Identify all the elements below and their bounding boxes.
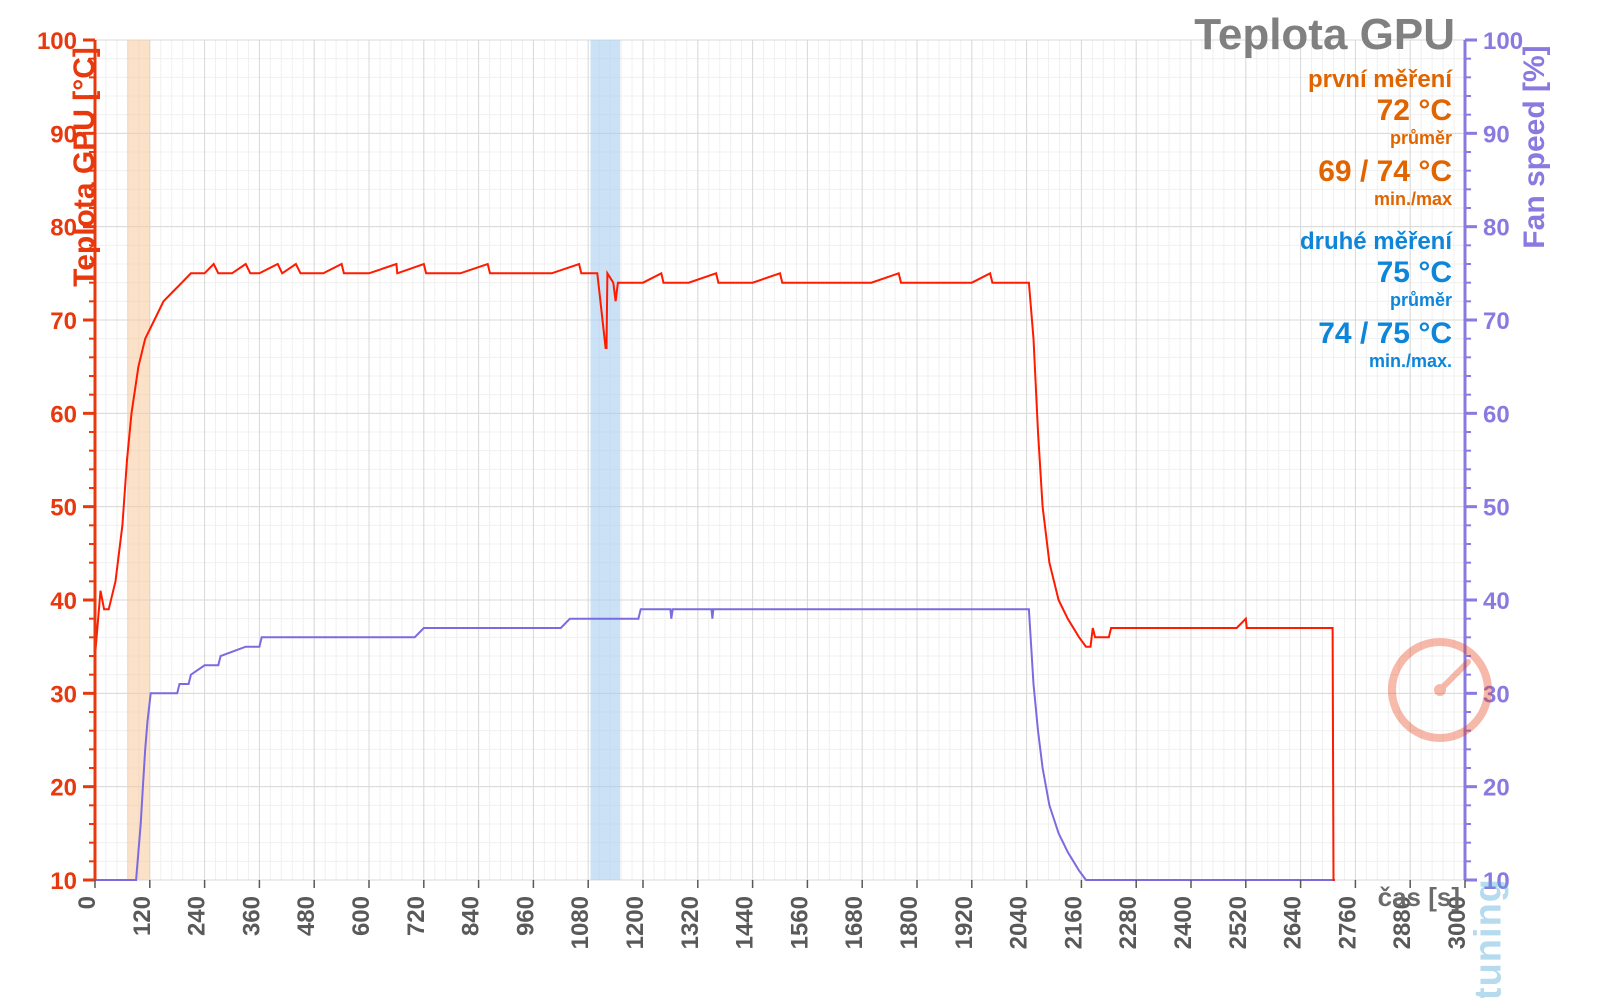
- y-left-axis-label: Teplota GPU [°C]: [68, 7, 102, 327]
- annot2-avg: 75 °C: [1192, 256, 1452, 291]
- svg-text:2640: 2640: [1280, 896, 1307, 949]
- svg-text:360: 360: [238, 896, 265, 936]
- svg-text:1080: 1080: [567, 896, 594, 949]
- svg-text:60: 60: [50, 401, 77, 428]
- annot1-label: první měření: [1192, 66, 1452, 94]
- annot2-avg-sub: průměr: [1192, 290, 1452, 311]
- svg-text:1440: 1440: [732, 896, 759, 949]
- annot1-range-sub: min./max: [1192, 189, 1452, 210]
- svg-text:1560: 1560: [786, 896, 813, 949]
- svg-text:50: 50: [1483, 495, 1510, 522]
- x-axis-label: čas [s]: [1378, 882, 1460, 913]
- annot2-range-sub: min./max.: [1192, 351, 1452, 372]
- svg-text:1680: 1680: [841, 896, 868, 949]
- svg-text:2760: 2760: [1334, 896, 1361, 949]
- svg-text:2400: 2400: [1170, 896, 1197, 949]
- svg-text:2520: 2520: [1225, 896, 1252, 949]
- svg-text:1200: 1200: [622, 896, 649, 949]
- chart-title: Teplota GPU: [1194, 10, 1455, 60]
- annotation-second-measurement: druhé měření 75 °C průměr 74 / 75 °C min…: [1192, 228, 1452, 372]
- annot1-range: 69 / 74 °C: [1192, 155, 1452, 190]
- annot1-avg: 72 °C: [1192, 94, 1452, 129]
- svg-text:50: 50: [50, 495, 77, 522]
- annot1-avg-sub: průměr: [1192, 128, 1452, 149]
- svg-text:80: 80: [1483, 215, 1510, 242]
- svg-text:60: 60: [1483, 401, 1510, 428]
- chart-container: 1020304050607080901001020304050607080901…: [0, 0, 1600, 998]
- svg-text:40: 40: [50, 588, 77, 615]
- svg-text:120: 120: [129, 896, 156, 936]
- svg-text:70: 70: [1483, 308, 1510, 335]
- svg-text:20: 20: [1483, 775, 1510, 802]
- svg-text:10: 10: [50, 868, 77, 895]
- svg-text:1800: 1800: [896, 896, 923, 949]
- svg-text:240: 240: [184, 896, 211, 936]
- svg-text:960: 960: [512, 896, 539, 936]
- svg-text:40: 40: [1483, 588, 1510, 615]
- logo-tuning: tuning: [1467, 878, 1509, 998]
- svg-text:2040: 2040: [1006, 896, 1033, 949]
- svg-text:0: 0: [74, 896, 101, 909]
- svg-text:840: 840: [458, 896, 485, 936]
- svg-text:1920: 1920: [951, 896, 978, 949]
- y-right-axis-label: Fan speed [%]: [1518, 7, 1552, 287]
- annot2-range: 74 / 75 °C: [1192, 317, 1452, 352]
- svg-text:720: 720: [403, 896, 430, 936]
- annotation-first-measurement: první měření 72 °C průměr 69 / 74 °C min…: [1192, 66, 1452, 210]
- svg-text:600: 600: [348, 896, 375, 936]
- svg-text:2160: 2160: [1060, 896, 1087, 949]
- svg-text:2280: 2280: [1115, 896, 1142, 949]
- svg-text:1320: 1320: [677, 896, 704, 949]
- svg-text:20: 20: [50, 775, 77, 802]
- watermark-logo: pctuning: [1467, 878, 1510, 998]
- svg-text:30: 30: [50, 681, 77, 708]
- svg-text:480: 480: [293, 896, 320, 936]
- svg-text:90: 90: [1483, 121, 1510, 148]
- annot2-label: druhé měření: [1192, 228, 1452, 256]
